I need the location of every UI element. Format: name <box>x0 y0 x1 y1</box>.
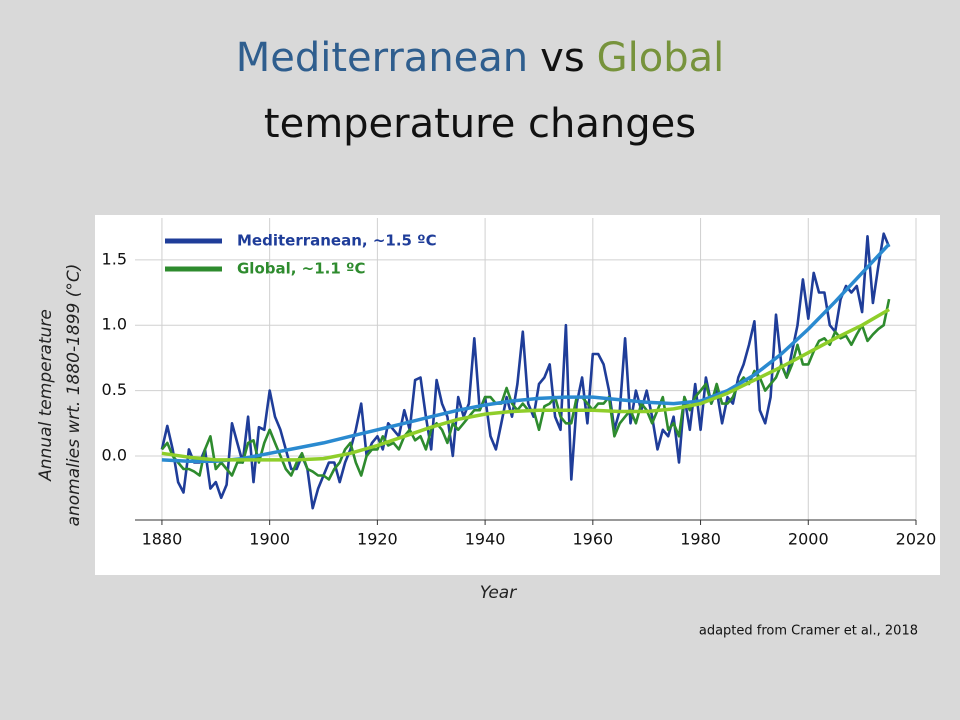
source-note: adapted from Cramer et al., 2018 <box>699 624 918 639</box>
y-tick-label: 1.5 <box>102 249 127 268</box>
y-axis-label: Annual temperature <box>36 309 56 482</box>
chart-panel <box>95 215 940 575</box>
x-tick-label: 1920 <box>357 530 398 549</box>
series-line <box>160 232 891 510</box>
legend-label: Global, ~1.1 ºC <box>237 260 366 278</box>
x-tick-label: 1940 <box>465 530 506 549</box>
x-tick-label: 2020 <box>896 530 937 549</box>
x-tick-label: 1900 <box>249 530 290 549</box>
x-axis-label: Year <box>480 583 517 603</box>
legend-label: Mediterranean, ~1.5 ºC <box>237 232 437 250</box>
y-tick-label: 1.0 <box>102 315 127 334</box>
x-tick-label: 2000 <box>788 530 829 549</box>
series-line <box>161 242 891 463</box>
y-axis-label: anomalies wrt. 1880-1899 (°C) <box>64 264 84 527</box>
x-tick-label: 1880 <box>142 530 183 549</box>
title-part: vs <box>540 35 585 81</box>
y-tick-label: 0.5 <box>102 380 127 399</box>
title-part: Global <box>597 35 725 81</box>
series-line <box>160 298 891 481</box>
title-part: Mediterranean <box>236 35 528 81</box>
slide-title-line2: temperature changes <box>264 101 696 147</box>
slide-title: Mediterranean vs Global <box>236 35 725 81</box>
y-tick-label: 0.0 <box>102 445 127 464</box>
x-tick-label: 1980 <box>680 530 721 549</box>
series-line <box>161 307 890 462</box>
x-tick-label: 1960 <box>572 530 613 549</box>
